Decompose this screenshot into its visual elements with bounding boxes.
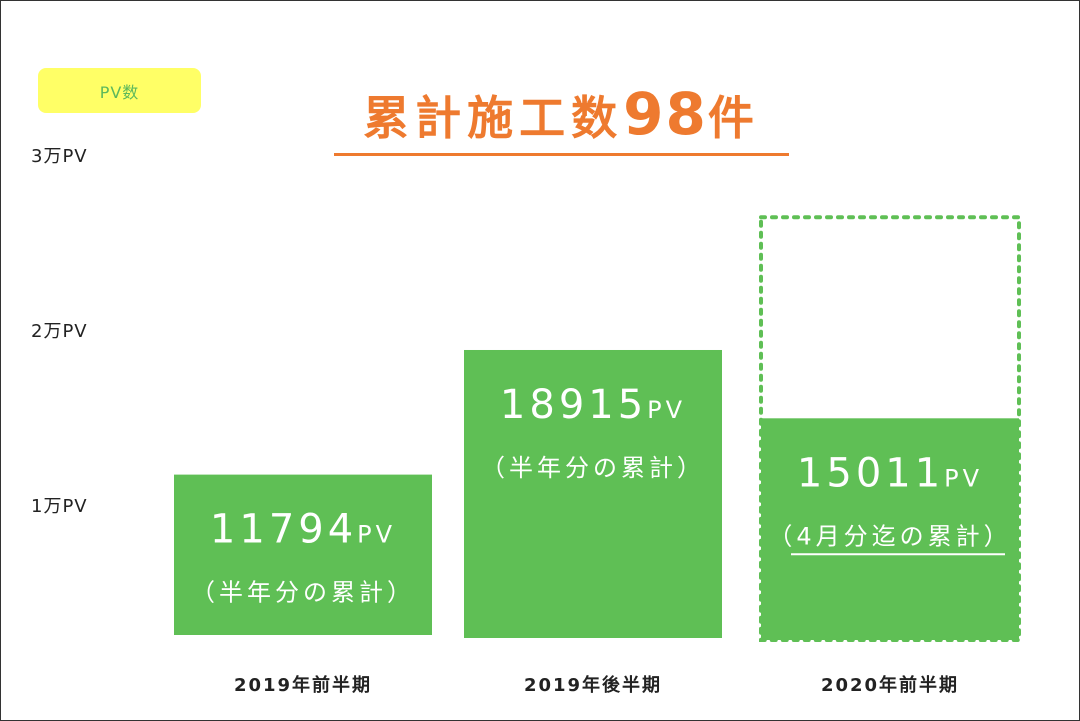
- bar-note-2: （半年分の累計）: [481, 454, 705, 482]
- bar-3: [761, 418, 1019, 640]
- title-underline: [334, 153, 789, 156]
- chart-title: 累計施工数98件: [334, 83, 789, 149]
- bar-value-unit-3: PV: [944, 464, 983, 492]
- x-tick-label-3: 2020年前半期: [821, 674, 959, 696]
- title-count: 98: [623, 80, 708, 148]
- x-tick-label-1: 2019年前半期: [234, 674, 372, 696]
- bar-value-label-2: 18915PV: [500, 382, 686, 428]
- y-tick-label-3: 3万PV: [31, 146, 88, 167]
- bar-value-unit-2: PV: [647, 396, 686, 424]
- bar-value-label-3: 15011PV: [797, 450, 983, 496]
- bar-value-3: 15011: [797, 450, 944, 496]
- bar-2: [464, 349, 722, 638]
- title-text: 累計施工数: [363, 91, 624, 145]
- bar-1: [174, 474, 432, 635]
- bar-note-3: （4月分迄の累計）: [768, 522, 1011, 550]
- bar-note-1: （半年分の累計）: [191, 579, 415, 607]
- title-unit: 件: [707, 91, 760, 145]
- bar-value-2: 18915: [500, 382, 647, 428]
- bar-value-label-1: 11794PV: [210, 507, 396, 553]
- y-tick-label-1: 1万PV: [31, 496, 88, 517]
- pv-count-badge: PV数: [38, 68, 201, 113]
- bar-value-unit-1: PV: [357, 521, 396, 549]
- bar-value-1: 11794: [210, 507, 357, 553]
- x-tick-label-2: 2019年後半期: [524, 674, 662, 696]
- y-tick-label-2: 2万PV: [31, 321, 88, 342]
